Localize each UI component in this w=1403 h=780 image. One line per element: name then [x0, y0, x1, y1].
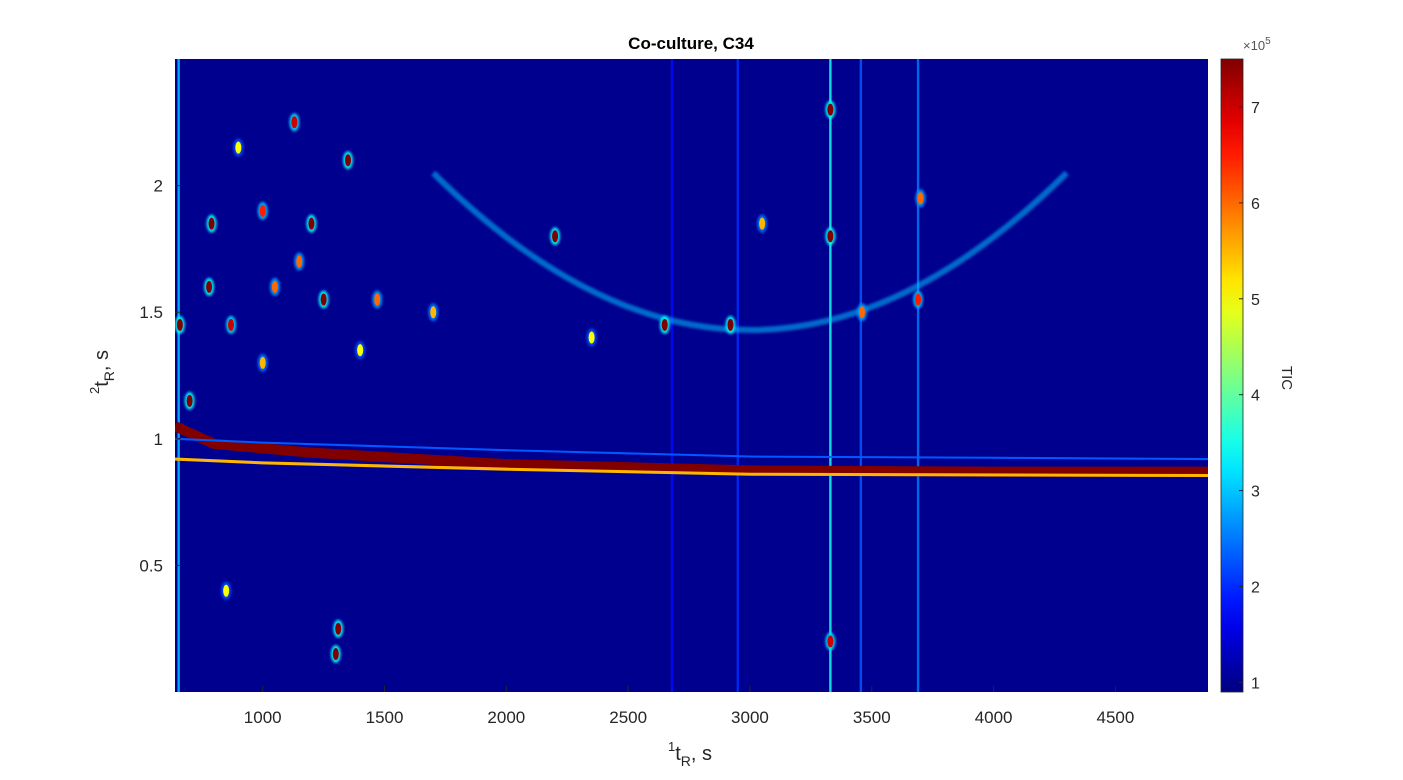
colorbar-tick-label: 2 [1251, 580, 1260, 597]
y-tick-label: 1.5 [139, 303, 163, 322]
peak [430, 306, 437, 319]
x-axis-label-suffix: , s [691, 743, 712, 765]
peak [759, 217, 766, 230]
y-tick-label: 0.5 [139, 556, 163, 575]
vertical-streak [670, 59, 674, 692]
y-axis: 0.5 1 1.5 2 [139, 177, 181, 575]
peak [344, 154, 351, 167]
peak [827, 635, 834, 648]
peak [552, 230, 559, 243]
peak [296, 255, 303, 268]
x-axis: 1000 1500 2000 2500 3000 3500 4000 4500 [244, 686, 1135, 727]
peak [186, 394, 193, 407]
peak [259, 204, 266, 217]
colorbar-exponent-power: 5 [1265, 36, 1271, 47]
y-axis-label-sup: 2 [87, 387, 102, 394]
chart-title: Co-culture, C34 [628, 34, 754, 53]
plot-background [175, 59, 1208, 692]
peak [223, 584, 230, 597]
x-tick-label: 1500 [366, 708, 404, 727]
peak [917, 192, 924, 205]
arc-band [431, 170, 1069, 333]
main-band [175, 421, 1208, 477]
x-tick-label: 2500 [609, 708, 647, 727]
colorbar-tick-label: 1 [1251, 675, 1260, 692]
colorbar-ticks: 1 2 3 4 5 6 7 [1239, 100, 1260, 692]
colorbar-title: TIC [1278, 366, 1295, 390]
x-tick-label: 3500 [853, 708, 891, 727]
x-axis-label-main: t [675, 743, 681, 765]
peak [308, 217, 315, 230]
plot-area [175, 59, 1208, 692]
colorbar-tick-label: 5 [1251, 292, 1260, 309]
peak [859, 306, 866, 319]
y-axis-label-main: t [91, 381, 113, 387]
y-axis-label-sub: R [101, 371, 117, 381]
peak [332, 648, 339, 661]
peak [235, 141, 242, 154]
vertical-streak [736, 59, 739, 692]
colorbar-bar [1220, 58, 1244, 693]
peak [206, 280, 213, 293]
y-tick-label: 2 [154, 177, 163, 196]
peak [915, 293, 922, 306]
colorbar-tick-label: 3 [1251, 484, 1260, 501]
colorbar-tick-label: 4 [1251, 388, 1260, 405]
peak [827, 230, 834, 243]
heatmap-layer [175, 59, 1208, 692]
vertical-streak [859, 59, 863, 692]
colorbar-tick-label: 6 [1251, 196, 1260, 213]
peak [335, 622, 342, 635]
peak [727, 318, 734, 331]
edge-band [175, 457, 1208, 478]
x-tick-label: 4500 [1097, 708, 1135, 727]
peak [228, 318, 235, 331]
vertical-streak [829, 59, 832, 692]
peak [374, 293, 381, 306]
x-tick-label: 2000 [487, 708, 525, 727]
y-tick-label: 1 [154, 430, 163, 449]
peak [661, 318, 668, 331]
peak [827, 103, 834, 116]
peak [320, 293, 327, 306]
peak [588, 331, 595, 344]
x-axis-label: 1tR, s [668, 739, 712, 769]
colorbar-exponent-prefix: ×10 [1243, 38, 1265, 53]
vertical-streak [916, 59, 920, 692]
x-axis-label-sub: R [681, 753, 691, 769]
peak [259, 356, 266, 369]
y-axis-label: 2tR, s [87, 350, 117, 394]
peak [291, 116, 298, 129]
peak [176, 318, 183, 331]
colorbar-tick-label: 7 [1251, 100, 1260, 117]
peak [208, 217, 215, 230]
x-tick-label: 3000 [731, 708, 769, 727]
x-tick-label: 1000 [244, 708, 282, 727]
x-axis-label-sup: 1 [668, 739, 675, 754]
faint-band [175, 437, 1208, 461]
peak [357, 344, 364, 357]
vertical-streak [177, 59, 180, 692]
y-axis-label-suffix: , s [91, 350, 113, 371]
x-tick-label: 4000 [975, 708, 1013, 727]
colorbar-exponent: ×105 [1243, 36, 1271, 53]
peak [271, 280, 278, 293]
